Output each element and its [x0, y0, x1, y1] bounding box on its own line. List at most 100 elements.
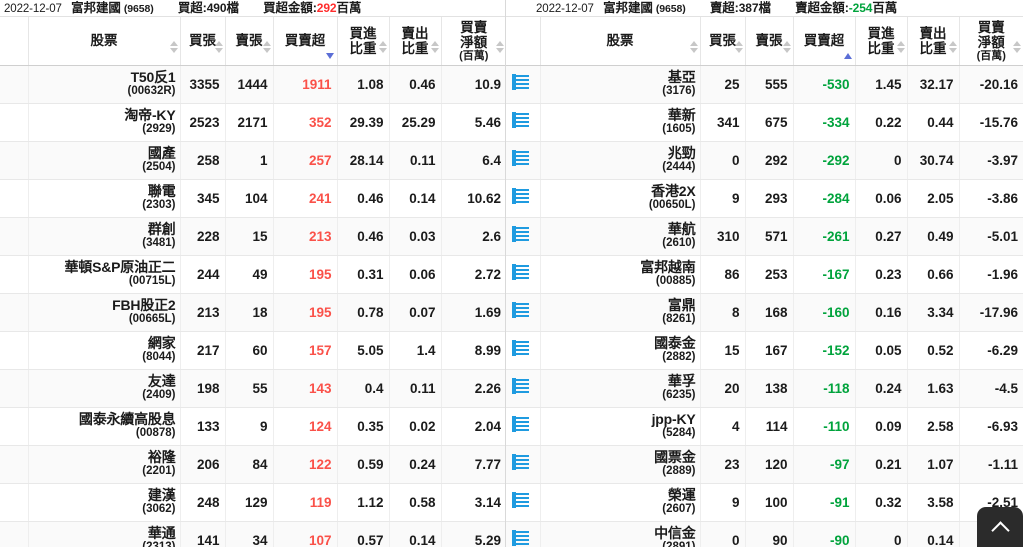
- row-icon-cell[interactable]: [506, 369, 541, 408]
- row-icon-cell[interactable]: [506, 445, 541, 484]
- row-stock-cell[interactable]: 裕隆 (2201): [28, 445, 181, 484]
- table-row[interactable]: 華頓S&P原油正二 (00715L) 244 49 195 0.31 0.06 2.72: [0, 255, 505, 294]
- list-detail-icon[interactable]: [512, 530, 529, 546]
- row-stock-cell[interactable]: 富邦越南 (00885): [540, 255, 701, 294]
- table-row[interactable]: 基亞 (3176) 25 555 -530 1.45 32.17 -20.16: [506, 65, 1023, 104]
- sell-col-buy-lots[interactable]: 買張: [700, 17, 746, 66]
- row-stock-cell[interactable]: 香港2X (00650L): [540, 179, 701, 218]
- sort-neutral-icon[interactable]: [496, 40, 504, 53]
- sell-col-sell-lots[interactable]: 賣張: [745, 17, 794, 66]
- row-stock-cell[interactable]: 友達 (2409): [28, 369, 181, 408]
- list-detail-icon[interactable]: [512, 226, 529, 242]
- row-stock-cell[interactable]: 建漢 (3062): [28, 483, 181, 522]
- scroll-to-top-button[interactable]: [977, 507, 1023, 547]
- row-stock-cell[interactable]: 華頓S&P原油正二 (00715L): [28, 255, 181, 294]
- table-row[interactable]: 淘帝-KY (2929) 2523 2171 352 29.39 25.29 5.46: [0, 103, 505, 142]
- table-row[interactable]: 建漢 (3062) 248 129 119 1.12 0.58 3.14: [0, 483, 505, 522]
- table-row[interactable]: 華新 (1605) 341 675 -334 0.22 0.44 -15.76: [506, 103, 1023, 142]
- sort-neutral-icon[interactable]: [734, 40, 743, 53]
- row-stock-cell[interactable]: 淘帝-KY (2929): [28, 103, 181, 142]
- sort-neutral-icon[interactable]: [948, 40, 957, 53]
- list-detail-icon[interactable]: [512, 492, 529, 508]
- buy-col-stock[interactable]: 股票: [28, 17, 181, 66]
- row-stock-cell[interactable]: 華通 (2313): [28, 521, 181, 547]
- sort-neutral-icon[interactable]: [262, 40, 271, 53]
- list-detail-icon[interactable]: [512, 340, 529, 356]
- row-stock-cell[interactable]: 華新 (1605): [540, 103, 701, 142]
- row-stock-cell[interactable]: 國票金 (2889): [540, 445, 701, 484]
- list-detail-icon[interactable]: [512, 302, 529, 318]
- table-row[interactable]: T50反1 (00632R) 3355 1444 1911 1.08 0.46 10.9: [0, 65, 505, 104]
- row-icon-cell[interactable]: [506, 103, 541, 142]
- list-detail-icon[interactable]: [512, 150, 529, 166]
- sort-neutral-icon[interactable]: [689, 40, 698, 53]
- sort-neutral-icon[interactable]: [782, 40, 791, 53]
- row-stock-cell[interactable]: 國泰永續高股息 (00878): [28, 407, 181, 446]
- row-icon-cell[interactable]: [506, 407, 541, 446]
- sort-neutral-icon[interactable]: [1013, 40, 1021, 53]
- table-row[interactable]: FBH股正2 (00665L) 213 18 195 0.78 0.07 1.69: [0, 293, 505, 332]
- row-stock-cell[interactable]: jpp-KY (5284): [540, 407, 701, 446]
- row-icon-cell[interactable]: [506, 65, 541, 104]
- sort-neutral-icon[interactable]: [430, 40, 439, 53]
- table-row[interactable]: 群創 (3481) 228 15 213 0.46 0.03 2.6: [0, 217, 505, 256]
- row-stock-cell[interactable]: 基亞 (3176): [540, 65, 701, 104]
- table-row[interactable]: 富邦越南 (00885) 86 253 -167 0.23 0.66 -1.96: [506, 255, 1023, 294]
- table-row[interactable]: 國泰永續高股息 (00878) 133 9 124 0.35 0.02 2.04: [0, 407, 505, 446]
- buy-col-net-amount[interactable]: 買賣 淨額 (百萬): [441, 17, 505, 66]
- row-stock-cell[interactable]: 聯電 (2303): [28, 179, 181, 218]
- sell-col-stock[interactable]: 股票: [540, 17, 701, 66]
- table-row[interactable]: 網家 (8044) 217 60 157 5.05 1.4 8.99: [0, 331, 505, 370]
- table-row[interactable]: 友達 (2409) 198 55 143 0.4 0.11 2.26: [0, 369, 505, 408]
- row-icon-cell[interactable]: [506, 483, 541, 522]
- sort-neutral-icon[interactable]: [169, 40, 178, 53]
- sort-descending-icon[interactable]: [325, 52, 334, 59]
- sort-neutral-icon[interactable]: [896, 40, 905, 53]
- table-row[interactable]: 兆勁 (2444) 0 292 -292 0 30.74 -3.97: [506, 141, 1023, 180]
- row-stock-cell[interactable]: 富鼎 (8261): [540, 293, 701, 332]
- sort-neutral-icon[interactable]: [378, 40, 387, 53]
- list-detail-icon[interactable]: [512, 188, 529, 204]
- row-stock-cell[interactable]: T50反1 (00632R): [28, 65, 181, 104]
- row-icon-cell[interactable]: [506, 521, 541, 547]
- buy-col-net[interactable]: 買賣超: [273, 17, 338, 66]
- sell-col-sell-ratio[interactable]: 賣出 比重: [907, 17, 960, 66]
- sell-col-buy-ratio[interactable]: 買進 比重: [855, 17, 908, 66]
- row-stock-cell[interactable]: 中信金 (2891): [540, 521, 701, 547]
- list-detail-icon[interactable]: [512, 112, 529, 128]
- row-icon-cell[interactable]: [506, 331, 541, 370]
- row-stock-cell[interactable]: 網家 (8044): [28, 331, 181, 370]
- list-detail-icon[interactable]: [512, 74, 529, 90]
- table-row[interactable]: 國產 (2504) 258 1 257 28.14 0.11 6.4: [0, 141, 505, 180]
- list-detail-icon[interactable]: [512, 416, 529, 432]
- sell-col-net[interactable]: 買賣超: [793, 17, 856, 66]
- table-row[interactable]: 香港2X (00650L) 9 293 -284 0.06 2.05 -3.86: [506, 179, 1023, 218]
- buy-col-buy-ratio[interactable]: 買進 比重: [337, 17, 390, 66]
- list-detail-icon[interactable]: [512, 264, 529, 280]
- row-icon-cell[interactable]: [506, 141, 541, 180]
- list-detail-icon[interactable]: [512, 378, 529, 394]
- table-row[interactable]: 榮運 (2607) 9 100 -91 0.32 3.58 -2.51: [506, 483, 1023, 522]
- row-stock-cell[interactable]: 群創 (3481): [28, 217, 181, 256]
- table-row[interactable]: 華通 (2313) 141 34 107 0.57 0.14 5.29: [0, 521, 505, 547]
- sort-neutral-icon[interactable]: [214, 40, 223, 53]
- buy-col-buy-lots[interactable]: 買張: [180, 17, 226, 66]
- table-row[interactable]: 華孚 (6235) 20 138 -118 0.24 1.63 -4.5: [506, 369, 1023, 408]
- row-stock-cell[interactable]: 國產 (2504): [28, 141, 181, 180]
- row-stock-cell[interactable]: 國泰金 (2882): [540, 331, 701, 370]
- row-stock-cell[interactable]: 榮運 (2607): [540, 483, 701, 522]
- table-row[interactable]: 富鼎 (8261) 8 168 -160 0.16 3.34 -17.96: [506, 293, 1023, 332]
- row-icon-cell[interactable]: [506, 293, 541, 332]
- row-stock-cell[interactable]: 華孚 (6235): [540, 369, 701, 408]
- table-row[interactable]: 聯電 (2303) 345 104 241 0.46 0.14 10.62: [0, 179, 505, 218]
- sell-col-net-amount[interactable]: 買賣 淨額 (百萬): [959, 17, 1023, 66]
- sort-ascending-icon[interactable]: [843, 52, 852, 59]
- table-row[interactable]: 裕隆 (2201) 206 84 122 0.59 0.24 7.77: [0, 445, 505, 484]
- row-stock-cell[interactable]: 華航 (2610): [540, 217, 701, 256]
- buy-col-sell-ratio[interactable]: 賣出 比重: [389, 17, 442, 66]
- table-row[interactable]: 國泰金 (2882) 15 167 -152 0.05 0.52 -6.29: [506, 331, 1023, 370]
- row-stock-cell[interactable]: FBH股正2 (00665L): [28, 293, 181, 332]
- list-detail-icon[interactable]: [512, 454, 529, 470]
- row-icon-cell[interactable]: [506, 217, 541, 256]
